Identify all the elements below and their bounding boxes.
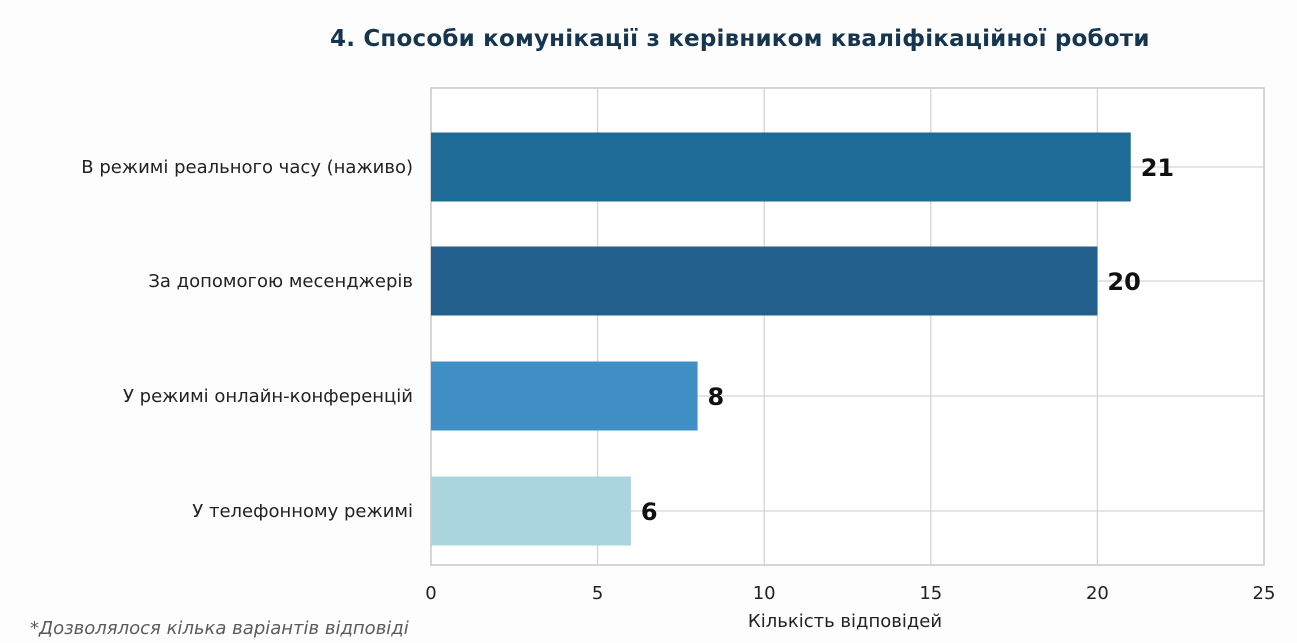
label-layer: 0 5 10 15 20 25 В режимі реального часу (нажив…	[81, 154, 1275, 604]
x-tick-label: 5	[592, 583, 603, 604]
y-tick-label: За допомогою месенджерів	[148, 271, 413, 292]
bar-layer	[431, 132, 1131, 546]
x-tick-label: 20	[1086, 583, 1109, 604]
footnote: *Дозволялося кілька варіантів відповіді	[30, 618, 409, 639]
y-tick-label: У режимі онлайн-конференцій	[123, 386, 413, 407]
x-tick-label: 25	[1253, 583, 1276, 604]
bar	[431, 476, 631, 546]
data-label: 20	[1107, 268, 1140, 296]
y-tick-label: У телефонному режимі	[192, 501, 413, 522]
chart-title: 4. Способи комунікації з керівником квал…	[330, 26, 1150, 52]
data-label: 21	[1141, 154, 1174, 182]
data-label: 6	[641, 498, 658, 526]
y-tick-label: В режимі реального часу (наживо)	[81, 157, 413, 178]
x-axis-label: Кількість відповідей	[748, 611, 942, 632]
data-label: 8	[708, 383, 725, 411]
bar	[431, 246, 1098, 316]
x-tick-label: 15	[919, 583, 942, 604]
x-tick-label: 10	[753, 583, 776, 604]
bar	[431, 361, 698, 431]
x-tick-label: 0	[425, 583, 436, 604]
bar	[431, 132, 1131, 202]
